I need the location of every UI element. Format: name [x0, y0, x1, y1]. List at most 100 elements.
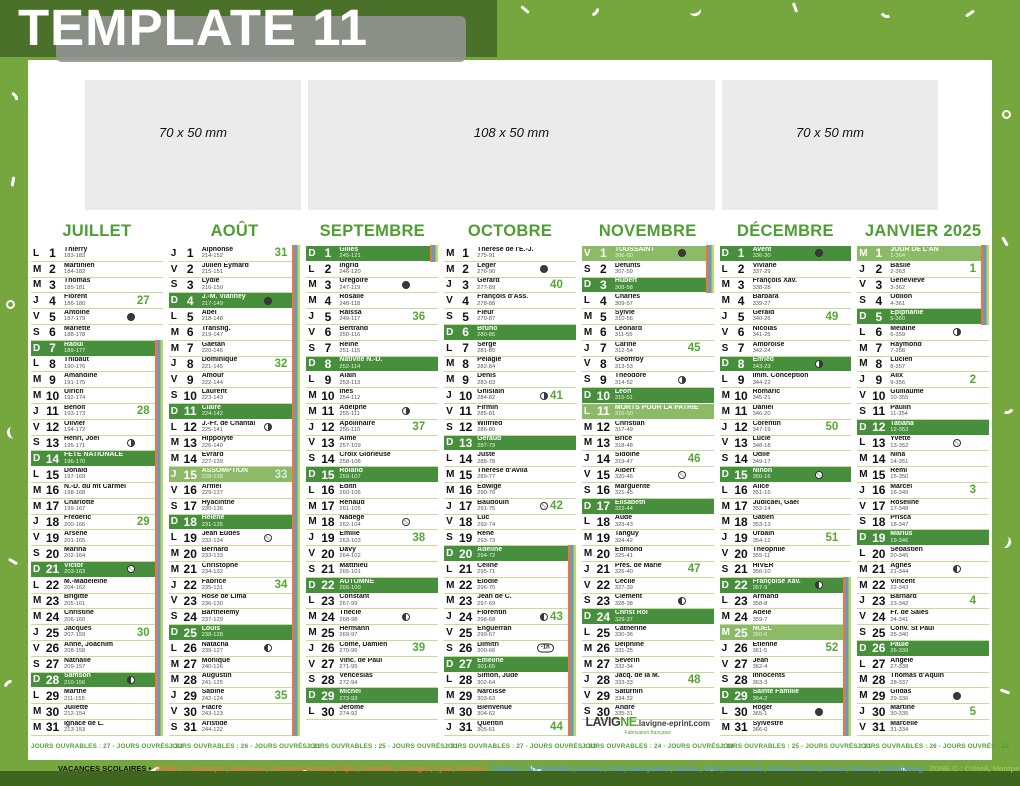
day-row: L 25 Catherine 330-36: [581, 625, 714, 641]
moon-phase-full-icon: [952, 438, 961, 447]
day-number: 26: [45, 641, 60, 656]
image-placeholder-center[interactable]: 108 x 50 mm: [308, 80, 715, 210]
saint-name: Théodore: [614, 373, 647, 380]
day-row: S 11 Paulin 11-354: [857, 404, 989, 420]
weekday-letter: D: [170, 405, 178, 417]
saint-name: Christian: [614, 420, 645, 427]
day-ordinal: 17-348: [890, 505, 909, 512]
day-ordinal: 265-101: [339, 569, 361, 576]
saint-name-block: Bienvenue 304-62: [477, 705, 512, 718]
weekday-letter: M: [859, 469, 868, 481]
weekday-letter: V: [721, 437, 729, 449]
day-row: J 22 Fabrice 235-131 34: [168, 576, 301, 594]
saint-name: Christ Roi: [614, 610, 648, 617]
saint-name-block: Jacq. de la M. 333-33: [615, 673, 660, 686]
weekday-letter: M: [859, 579, 868, 591]
day-ordinal: 205-161: [64, 600, 86, 607]
day-row: S 20 Marina 202-164: [31, 545, 163, 562]
day-row: V 13 Aimé 257-109: [306, 436, 439, 452]
weekday-letter: V: [859, 390, 866, 402]
day-ordinal: 296-70: [477, 584, 496, 591]
day-row: J 14 Sidoine 319-47 46: [581, 451, 714, 468]
day-row: D 26 Paule 26-339: [857, 640, 989, 657]
saint-name-block: Thomas 185-181: [64, 278, 90, 291]
weekday-letter: L: [33, 247, 40, 259]
weekday-letter: M: [446, 706, 455, 717]
day-row: V 18 Luc 292-74: [444, 515, 576, 531]
month-title: JUILLET: [62, 222, 132, 240]
weekday-letter: V: [308, 658, 316, 670]
day-row: V 6 Bertrand 250-116: [306, 325, 439, 341]
weekday-letter: V: [170, 484, 178, 496]
saint-name: Avent: [752, 246, 772, 253]
day-ordinal: 345-21: [752, 395, 771, 402]
saint-name-block: Quentin 305-61: [477, 721, 503, 734]
saint-name-block: MORTS POUR LA PATRIE 316-50: [615, 405, 699, 418]
day-ordinal: 235-131: [201, 584, 223, 591]
weekday-letter: J: [308, 642, 314, 654]
day-row: M 29 Narcisse 303-63: [444, 687, 576, 705]
saint-name-block: Marius 19-346: [890, 531, 912, 544]
day-number: 10: [321, 388, 335, 403]
day-row: M 30 Bienvenue 304-62: [444, 703, 576, 720]
saint-name: Pélagie: [477, 357, 502, 364]
day-number: 22: [872, 578, 886, 593]
day-number: 6: [462, 325, 469, 340]
image-placeholder-right[interactable]: 70 x 50 mm: [722, 80, 938, 210]
day-row: M 13 Brice 318-48: [581, 436, 714, 452]
weekday-letter: J: [308, 311, 314, 323]
day-ordinal: 200-166: [64, 521, 86, 528]
saint-name: Dimitri: [477, 641, 499, 648]
day-row: D 15 Roland 259-107: [306, 467, 439, 483]
image-placeholder-left[interactable]: 70 x 50 mm: [85, 80, 301, 210]
day-ordinal: 361-5: [752, 648, 768, 655]
day-row: D 25 Louis 238-128: [168, 624, 301, 641]
day-ordinal: 252-114: [339, 363, 361, 370]
day-number: 19: [596, 530, 611, 545]
day-ordinal: 208-158: [64, 648, 86, 655]
saint-name-block: Marguerite 321-45: [615, 484, 650, 497]
weekday-letter: J: [721, 532, 728, 544]
day-row: L 16 Alice 351-15: [719, 483, 852, 499]
saint-name-block: Brigitte 205-161: [64, 594, 88, 607]
saint-name-block: Hélène 231-135: [202, 515, 225, 528]
weekday-letter: S: [859, 295, 866, 307]
day-number: 30: [734, 704, 748, 719]
day-ordinal: 328-38: [614, 600, 633, 607]
day-number: 13: [183, 435, 197, 450]
weekday-letter: V: [33, 532, 40, 544]
saint-name-block: Simon, Jude 302-64: [477, 673, 518, 686]
day-number: 9: [462, 372, 469, 387]
day-number: 22: [596, 578, 611, 593]
weekday-letter: M: [446, 469, 455, 481]
brand-website[interactable]: .lavigne-eprint.com: [636, 718, 710, 728]
saint-name: Barbara: [752, 294, 779, 301]
day-number: 27: [183, 657, 197, 672]
day-ordinal: 357-9: [752, 584, 768, 591]
saint-name: Théophile: [752, 546, 786, 553]
day-number: 31: [458, 720, 473, 735]
day-number: 6: [737, 325, 745, 340]
day-row: J 19 Émilie 263-103 38: [306, 530, 439, 547]
saint-name-block: Évrard 227-139: [202, 452, 224, 465]
weekday-letter: M: [721, 500, 730, 512]
weekday-letter: J: [721, 421, 728, 433]
day-row: M 11 Adelphe 255-111: [306, 404, 439, 420]
saint-name-block: Luc 292-74: [477, 515, 495, 528]
day-number: 30: [872, 704, 886, 719]
day-row: J 5 Gérald 340-26 49: [719, 309, 852, 325]
day-row: D 13 Géraud 287-79: [444, 435, 576, 452]
day-number: 4: [49, 293, 56, 308]
day-row: M 5 Sylvie 310-56: [581, 309, 714, 325]
saint-name: Étienne: [752, 641, 778, 648]
day-number: 11: [183, 404, 197, 419]
month-janvier-2025: JANVIER 2025 M 1 JOUR DE L'AN 1-364 J 2 Basile 2…: [857, 220, 1009, 750]
day-number: 17: [321, 499, 335, 514]
week-number: 48: [687, 673, 701, 686]
day-number: 4: [462, 293, 469, 308]
day-ordinal: 304-62: [477, 711, 496, 718]
saint-name: Roland: [339, 467, 363, 474]
saint-name-block: Gatien 353-13: [753, 515, 774, 528]
day-row: S 28 Venceslas 272-94: [306, 673, 439, 689]
day-number: 3: [462, 277, 469, 292]
